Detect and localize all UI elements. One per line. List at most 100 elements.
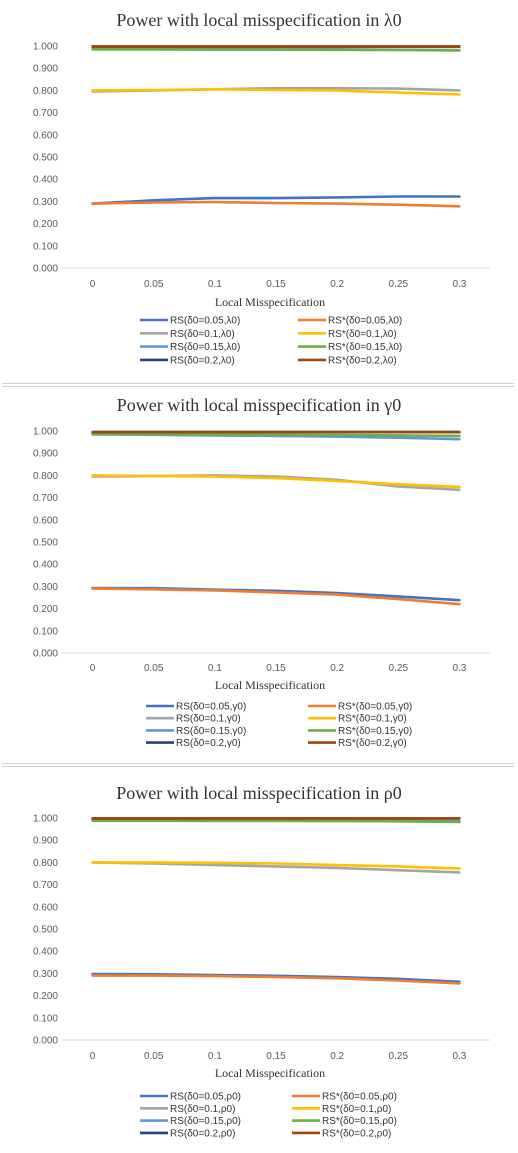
y-tick-label: 0.000: [33, 1036, 58, 1047]
y-tick-label: 0.100: [33, 1013, 58, 1024]
y-tick-label: 0.700: [33, 880, 58, 891]
legend-entry: RS*(δ0=0.05,λ0): [328, 316, 402, 327]
chart-rho: Power with local misspecification in ρ0 0…: [33, 783, 490, 1139]
panel-divider: [2, 383, 514, 384]
legend-entry: RS(δ0=0.05,γ0): [176, 702, 246, 713]
series-line: [91, 432, 461, 438]
x-tick-label: 0.15: [266, 279, 286, 290]
series-line: [91, 861, 461, 870]
y-tick-label: 0.000: [33, 649, 58, 660]
legend-entry: RS*(δ0=0.05,γ0): [338, 702, 412, 713]
legend-entry: RS(δ0=0.1,λ0): [170, 329, 235, 340]
y-tick-label: 0.400: [33, 560, 58, 571]
y-tick-label: 0.900: [33, 449, 58, 460]
y-tick-label: 0.900: [33, 64, 58, 75]
x-tick-label: 0.05: [144, 1051, 164, 1062]
legend-entry: RS(δ0=0.1,ρ0): [170, 1104, 235, 1115]
legend-entry: RS(δ0=0.15,γ0): [176, 726, 246, 737]
legend-entry: RS*(δ0=0.15,γ0): [338, 726, 412, 737]
y-tick-label: 0.400: [33, 947, 58, 958]
legend-entry: RS*(δ0=0.1,ρ0): [322, 1104, 391, 1115]
x-tick-label: 0.3: [452, 279, 466, 290]
chart-lambda: Power with local misspecification in λ0 0…: [33, 10, 490, 366]
legend-entry: RS(δ0=0.2,γ0): [176, 738, 241, 749]
y-tick-label: 0.800: [33, 471, 58, 482]
chart-gamma: Power with local misspecification in γ0 0…: [33, 395, 490, 749]
y-tick-label: 0.000: [33, 264, 58, 275]
panel-divider: [2, 766, 514, 767]
x-tick-label: 0.05: [144, 663, 164, 674]
y-tick-label: 0.300: [33, 582, 58, 593]
y-tick-label: 0.900: [33, 836, 58, 847]
chart-panel-lambda: Power with local misspecification in λ0 0…: [0, 0, 518, 382]
y-tick-label: 0.300: [33, 197, 58, 208]
legend-entry: RS*(δ0=0.2,ρ0): [322, 1128, 391, 1139]
x-tick-label: 0: [90, 663, 96, 674]
y-tick-label: 0.700: [33, 108, 58, 119]
x-tick-label: 0.2: [330, 663, 344, 674]
y-tick-label: 0.600: [33, 902, 58, 913]
panel-divider: [2, 763, 514, 764]
x-tick-label: 0.15: [266, 1051, 286, 1062]
legend-entry: RS*(δ0=0.1,λ0): [328, 329, 397, 340]
y-tick-label: 0.200: [33, 604, 58, 615]
legend-entry: RS(δ0=0.15,ρ0): [170, 1116, 241, 1127]
x-tick-label: 0.1: [208, 279, 222, 290]
y-tick-label: 0.800: [33, 86, 58, 97]
y-tick-label: 0.500: [33, 153, 58, 164]
x-tick-label: 0.25: [389, 1051, 409, 1062]
y-tick-label: 0.100: [33, 626, 58, 637]
x-tick-label: 0.3: [452, 1051, 466, 1062]
series-line: [91, 88, 461, 96]
y-tick-label: 0.200: [33, 219, 58, 230]
y-tick-label: 0.500: [33, 538, 58, 549]
y-tick-label: 1.000: [33, 427, 58, 438]
series-line: [91, 587, 461, 606]
x-axis-label: Local Misspecification: [215, 1066, 325, 1080]
legend-entry: RS(δ0=0.2,λ0): [170, 355, 235, 366]
x-tick-label: 0.1: [208, 1051, 222, 1062]
x-tick-label: 0: [90, 1051, 96, 1062]
chart-title: Power with local misspecification in ρ0: [116, 783, 401, 803]
x-tick-label: 0.25: [389, 663, 409, 674]
y-tick-label: 1.000: [33, 814, 58, 825]
y-tick-label: 0.100: [33, 241, 58, 252]
y-tick-label: 0.600: [33, 130, 58, 141]
x-tick-label: 0.15: [266, 663, 286, 674]
series-line: [91, 474, 461, 489]
x-tick-label: 0: [90, 279, 96, 290]
series-line: [91, 195, 461, 205]
legend-entry: RS(δ0=0.1,γ0): [176, 714, 241, 725]
legend-entry: RS*(δ0=0.1,γ0): [338, 714, 407, 725]
series-line: [91, 819, 461, 824]
y-tick-label: 0.800: [33, 858, 58, 869]
x-tick-label: 0.05: [144, 279, 164, 290]
legend-entry: RS(δ0=0.15,λ0): [170, 342, 240, 353]
legend-entry: RS*(δ0=0.2,λ0): [328, 355, 397, 366]
x-axis-label: Local Misspecification: [215, 678, 325, 692]
legend-entry: RS*(δ0=0.2,γ0): [338, 738, 407, 749]
y-tick-label: 0.300: [33, 969, 58, 980]
x-tick-label: 0.2: [330, 1051, 344, 1062]
x-tick-label: 0.1: [208, 663, 222, 674]
legend-entry: RS(δ0=0.2,ρ0): [170, 1128, 235, 1139]
panel-divider: [2, 386, 514, 387]
chart-title: Power with local misspecification in γ0: [117, 395, 401, 415]
legend-entry: RS*(δ0=0.15,λ0): [328, 342, 402, 353]
chart-title: Power with local misspecification in λ0: [116, 10, 401, 30]
y-tick-label: 0.600: [33, 515, 58, 526]
series-line: [91, 200, 461, 208]
y-tick-label: 0.500: [33, 925, 58, 936]
chart-panel-rho: Power with local misspecification in ρ0 0…: [0, 768, 518, 1148]
series-line: [91, 47, 461, 52]
x-tick-label: 0.2: [330, 279, 344, 290]
y-tick-label: 1.000: [33, 42, 58, 53]
x-tick-label: 0.25: [389, 279, 409, 290]
series-line: [91, 974, 461, 985]
legend-entry: RS(δ0=0.05,ρ0): [170, 1092, 241, 1103]
x-axis-label: Local Misspecification: [215, 295, 325, 309]
legend-entry: RS*(δ0=0.15,ρ0): [322, 1116, 397, 1127]
legend-entry: RS(δ0=0.05,λ0): [170, 316, 240, 327]
x-tick-label: 0.3: [452, 663, 466, 674]
